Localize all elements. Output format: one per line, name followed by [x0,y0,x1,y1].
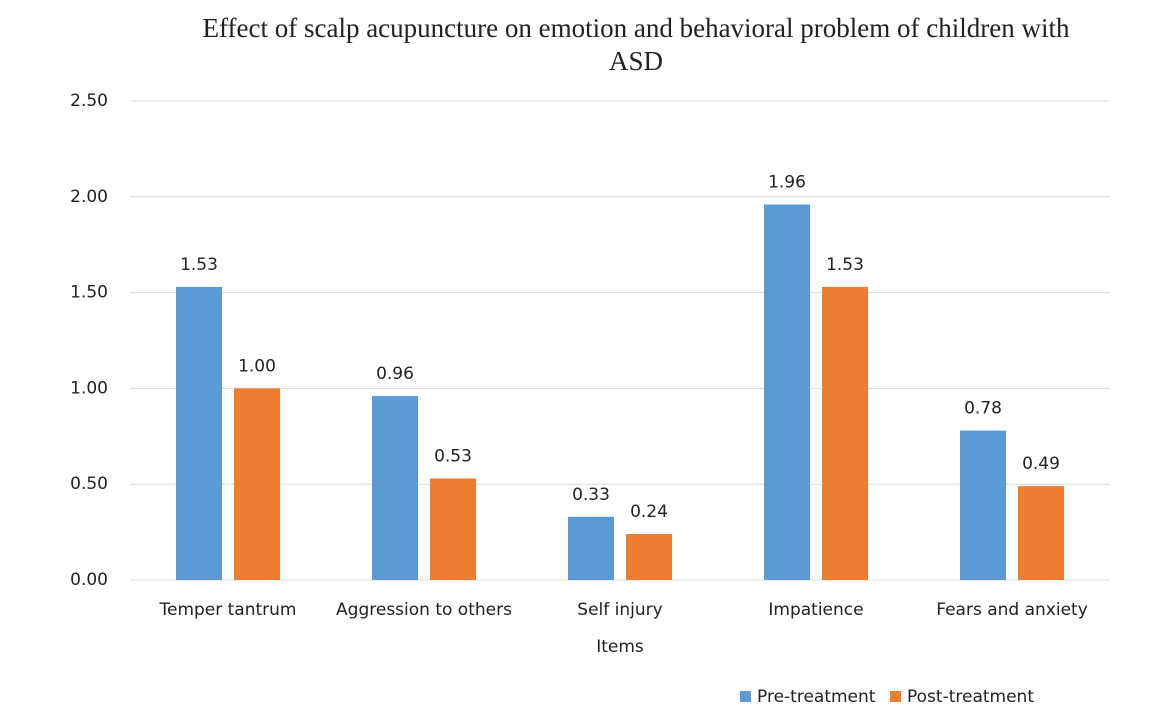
y-tick-label: 0.50 [70,474,108,494]
bar [430,478,476,580]
data-label: 1.53 [180,255,218,275]
data-label: 1.96 [768,172,806,192]
legend-label: Post-treatment [907,687,1034,706]
x-axis-label: Items [596,637,644,657]
bar [568,516,614,580]
chart-title: Effect of scalp acupuncture on emotion a… [202,13,1070,76]
x-tick-label: Fears and anxiety [936,600,1088,620]
y-tick-label: 2.00 [70,187,108,207]
legend-swatch [740,691,751,702]
data-label: 1.00 [238,356,276,376]
data-label: 0.33 [572,485,610,505]
bar [626,534,672,580]
data-label: 1.53 [826,255,864,275]
bar [176,286,222,580]
x-tick-label: Aggression to others [336,600,512,620]
y-tick-label: 1.00 [70,378,108,398]
y-tick-label: 2.50 [70,91,108,111]
data-label: 0.78 [964,399,1002,419]
legend-label: Pre-treatment [757,687,876,706]
bar [234,388,280,580]
y-tick-label: 1.50 [70,283,108,303]
x-tick-label: Temper tantrum [158,600,296,620]
bar [372,396,418,580]
y-tick-label: 0.00 [70,570,108,590]
x-tick-label: Self injury [577,600,662,620]
x-tick-label: Impatience [768,600,863,620]
data-label: 0.24 [630,502,668,522]
data-label: 0.53 [434,446,472,466]
data-label: 0.96 [376,364,414,384]
bar [822,286,868,580]
bar [960,430,1006,580]
data-label: 0.49 [1022,454,1060,474]
bar [764,204,810,581]
legend-swatch [890,691,901,702]
bar [1018,486,1064,580]
